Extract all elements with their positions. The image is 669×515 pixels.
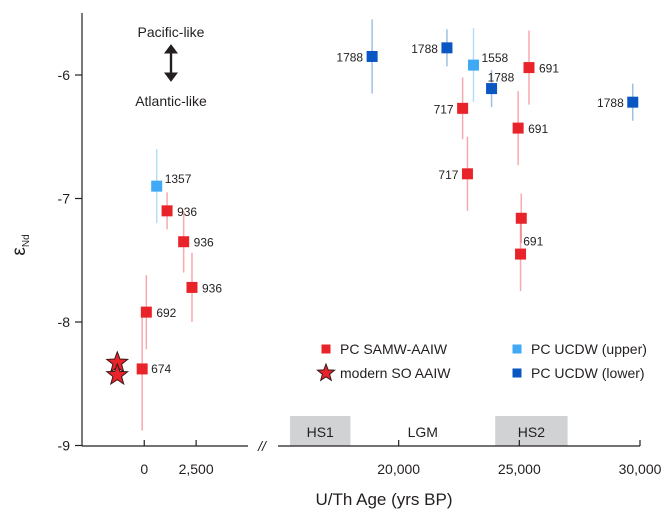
star-marker <box>105 362 130 386</box>
point-label: 1788 <box>411 42 438 56</box>
x-tick-label: 30,000 <box>619 461 662 477</box>
point-label: 936 <box>194 236 214 250</box>
square-marker <box>186 281 198 293</box>
x-tick-label: 20,000 <box>377 461 420 477</box>
point-label: 936 <box>177 205 197 219</box>
legend-label: modern SO AAIW <box>340 365 451 381</box>
legend-marker-square <box>321 344 331 354</box>
square-marker <box>366 50 378 62</box>
point-label: 691 <box>539 62 559 76</box>
point-label: 1788 <box>597 96 624 110</box>
legend: PC SAMW-AAIW modern SO AAIW PC UCDW (upper… <box>316 341 647 382</box>
square-marker <box>461 168 473 180</box>
legend-label: PC SAMW-AAIW <box>340 341 448 357</box>
legend-label: PC UCDW (upper) <box>531 341 647 357</box>
point-label: 936 <box>202 281 222 295</box>
double-arrow-icon <box>164 44 178 82</box>
square-marker <box>512 122 524 134</box>
square-marker <box>140 306 152 318</box>
point-label: 1357 <box>165 172 192 186</box>
period-band-label: LGM <box>408 424 438 440</box>
period-band-hs2 <box>495 416 568 446</box>
x-tick-label: 2,500 <box>179 461 214 477</box>
square-marker <box>515 212 527 224</box>
square-marker <box>161 205 173 217</box>
period-bands: HS1 LGM HS2 <box>290 416 568 446</box>
y-tick-label: -9 <box>58 438 71 454</box>
square-marker <box>523 62 535 74</box>
point-label: 1788 <box>488 71 515 85</box>
y-tick-label: -8 <box>58 314 71 330</box>
period-band-hs1 <box>290 416 351 446</box>
square-marker <box>515 248 527 260</box>
y-axis-label: εNd <box>9 234 32 255</box>
data-points <box>105 42 639 386</box>
point-labels: 936 936 936 692 674 717 717 691 691 691 1357 1558 17… <box>151 42 624 376</box>
square-marker <box>627 96 639 108</box>
legend-label: PC UCDW (lower) <box>531 365 645 381</box>
x-tick-label: 0 <box>140 461 148 477</box>
point-label: 674 <box>151 362 171 376</box>
point-label: 691 <box>528 122 548 136</box>
legend-marker-square <box>512 368 522 378</box>
pacific-like-label: Pacific-like <box>138 24 205 40</box>
axis-break-symbol: // <box>257 438 268 454</box>
point-label: 691 <box>523 234 543 248</box>
square-marker <box>151 180 163 192</box>
atlantic-like-label: Atlantic-like <box>135 93 207 109</box>
y-tick-label: -6 <box>58 67 71 83</box>
point-label: 717 <box>434 102 454 116</box>
y-tick-label: -7 <box>58 191 71 207</box>
x-axis-label: U/Th Age (yrs BP) <box>316 490 453 509</box>
square-marker <box>457 102 469 114</box>
point-label: 1788 <box>336 50 363 64</box>
square-marker <box>441 42 453 54</box>
legend-marker-star <box>316 362 336 382</box>
point-label: 692 <box>156 306 176 320</box>
legend-marker-square <box>512 344 522 354</box>
square-marker <box>178 236 190 248</box>
square-marker <box>486 83 498 95</box>
period-band-label: HS2 <box>518 424 545 440</box>
point-label: 717 <box>438 168 458 182</box>
period-band-label: HS1 <box>307 424 334 440</box>
square-marker <box>467 59 479 71</box>
point-label: 1558 <box>481 51 508 65</box>
square-marker <box>136 363 148 375</box>
x-tick-label: 25,000 <box>498 461 541 477</box>
axes: -9 -8 -7 -6 0 2,500 20,000 25,000 30,000 <box>58 13 662 477</box>
